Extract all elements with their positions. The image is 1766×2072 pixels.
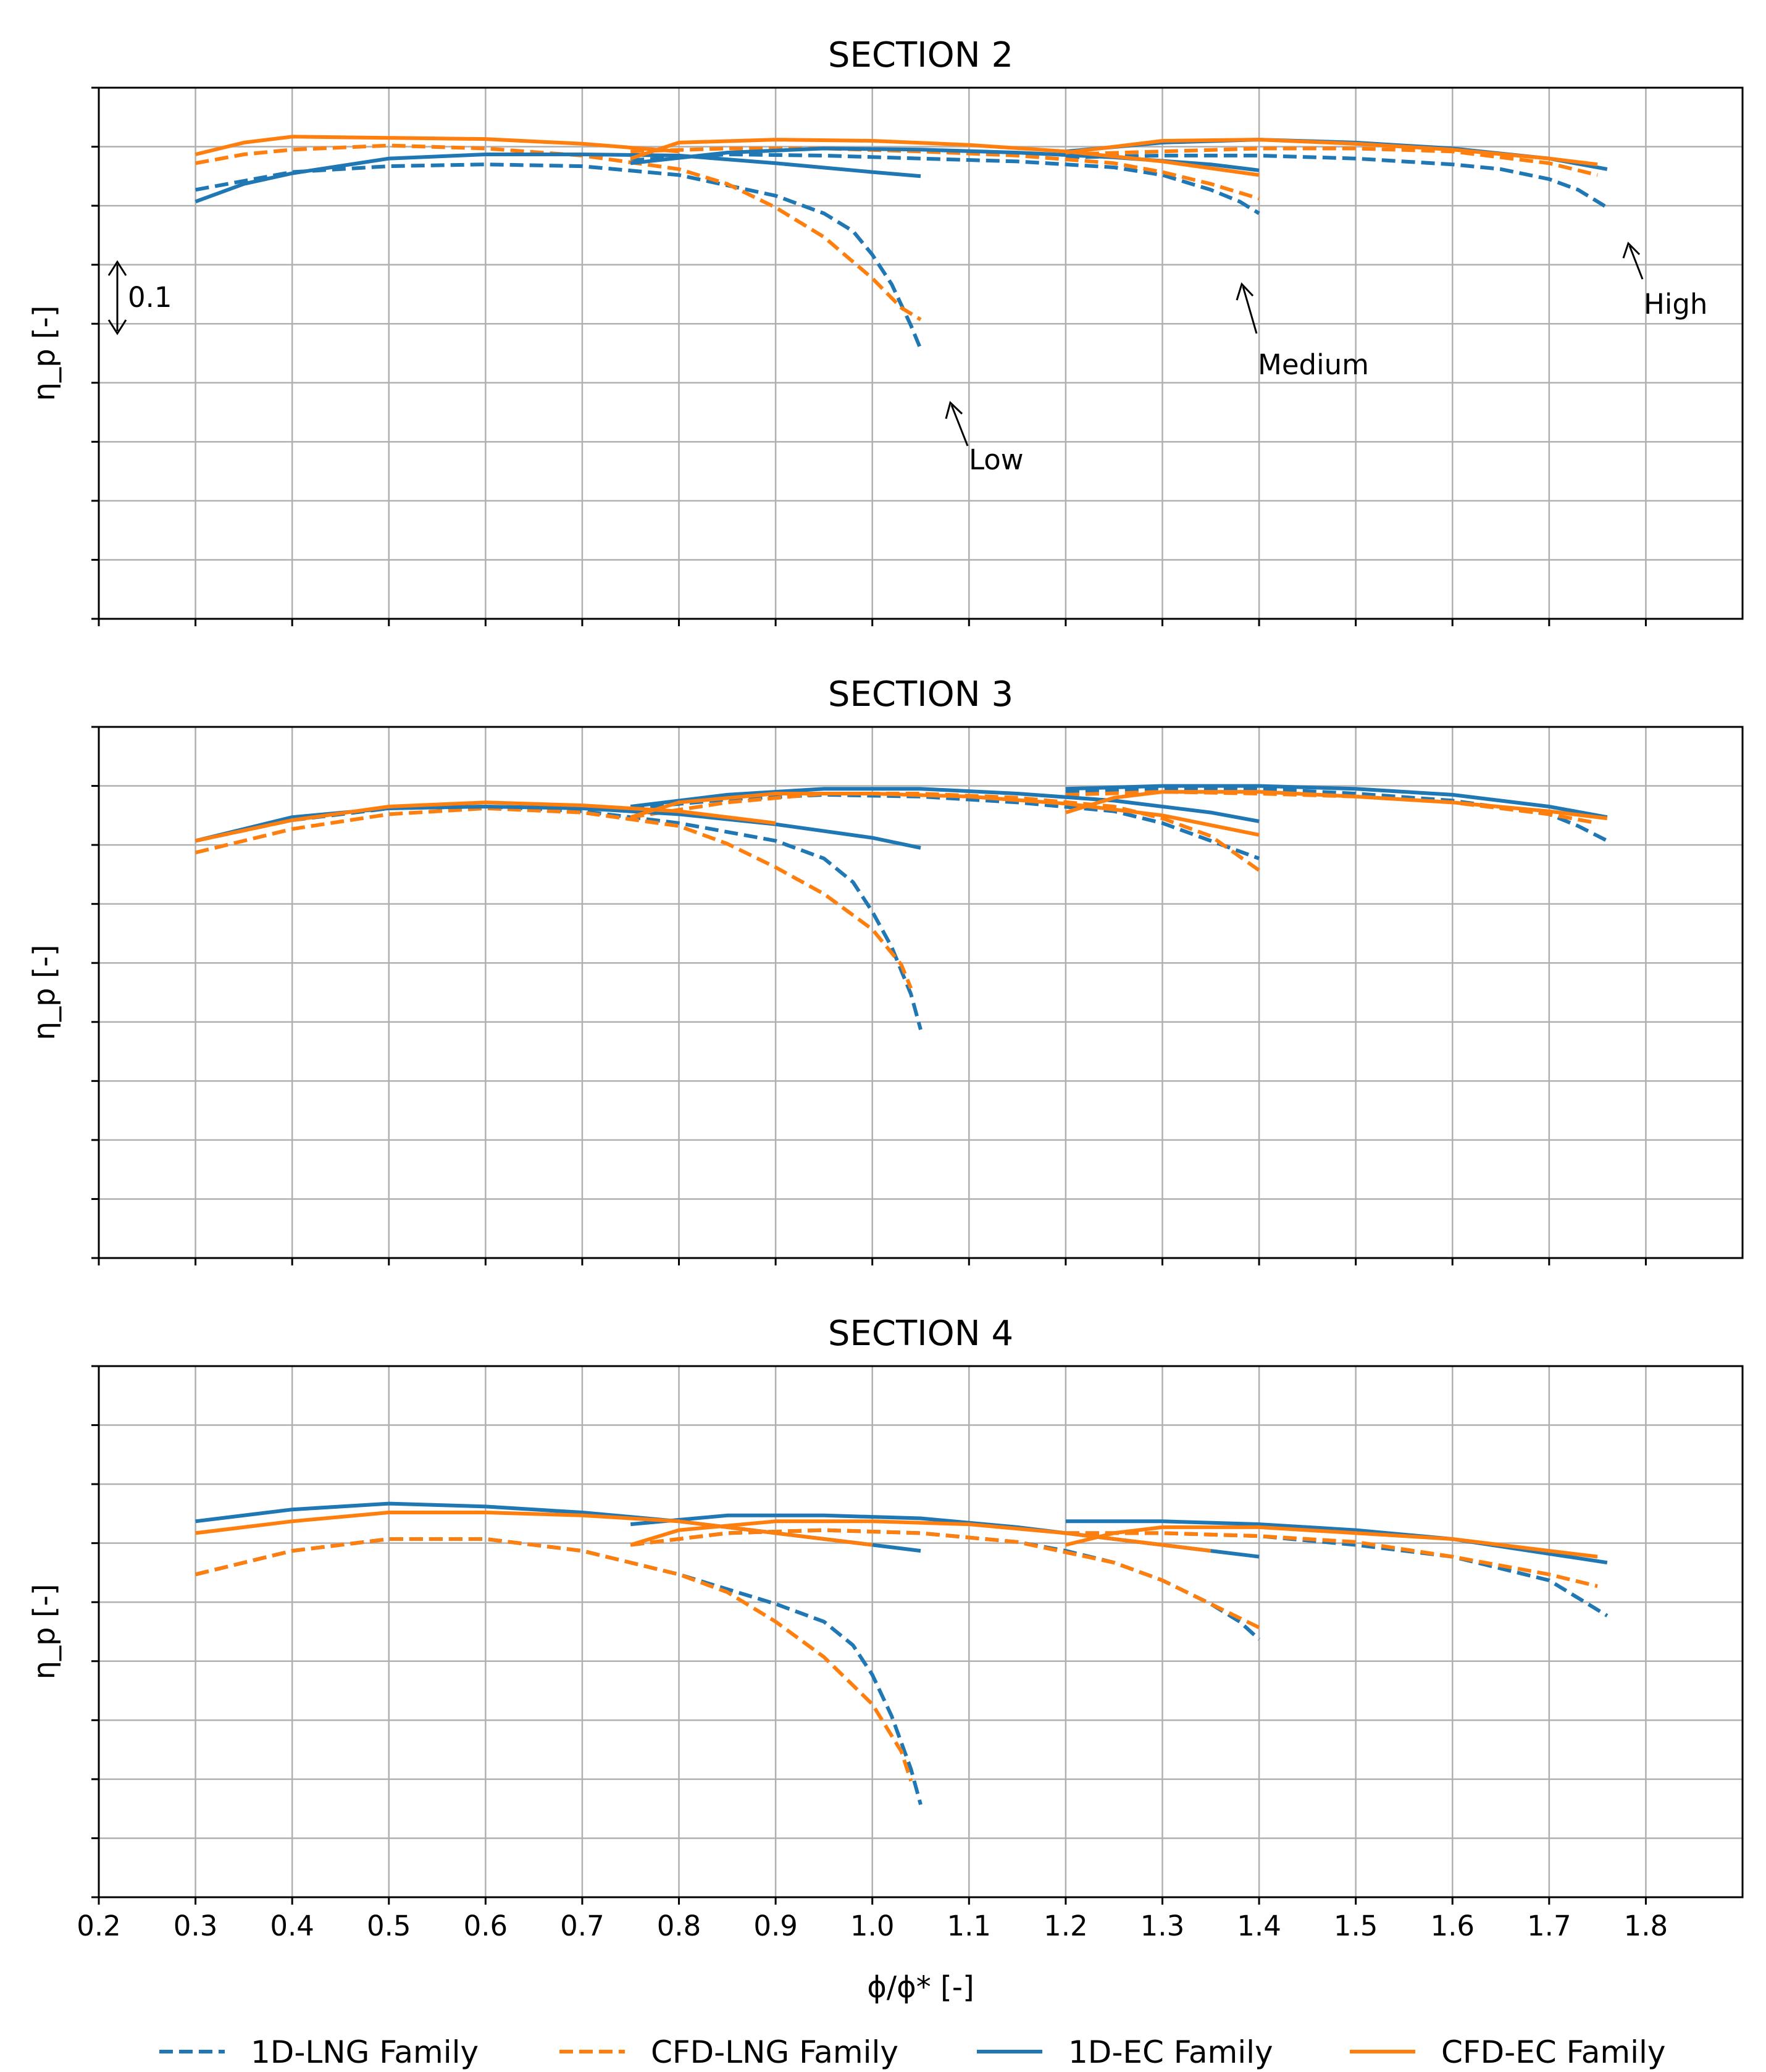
legend-label-1d-lng: 1D-LNG Family: [251, 2034, 479, 2070]
annotation-low-arrowhead: [945, 401, 963, 419]
x-axis-label: ϕ/ϕ* [-]: [867, 1970, 974, 2005]
series-1d-lng-family-low: [195, 805, 923, 1030]
annotation-medium-arrowhead: [1236, 282, 1254, 301]
series-cfd-lng-family-high: [1065, 146, 1598, 177]
y-axis-label: η_p [-]: [27, 1584, 62, 1680]
x-tick-label: 0.2: [77, 1910, 121, 1942]
x-tick-label: 0.6: [464, 1910, 508, 1942]
scale-bar-annotation: 0.1: [107, 260, 172, 335]
legend-label-cfd-ec: CFD-EC Family: [1441, 2034, 1666, 2070]
series-cfd-ec-family-medium: [630, 1519, 1212, 1553]
y-axis-label: η_p [-]: [27, 945, 62, 1041]
series-cfd-ec-family-low: [195, 800, 776, 843]
series-cfd-ec-family-medium: [630, 792, 1260, 837]
x-tick-label: 1.4: [1237, 1910, 1281, 1942]
annotation-low-arrow: [950, 405, 969, 447]
annotation-high-arrowhead: [1622, 241, 1641, 259]
x-tick-label: 0.7: [560, 1910, 605, 1942]
series-1d-ec-family-high: [1065, 784, 1608, 820]
panel-section-3: SECTION 3 η_p [-]: [27, 674, 1744, 1265]
legend-entry-1d-ec: 1D-EC Family: [977, 2034, 1273, 2070]
plot-frame: [98, 86, 1744, 620]
series-cfd-ec-family-medium: [630, 138, 1260, 177]
annotation-high-label: High: [1644, 288, 1707, 321]
legend-label-1d-ec: 1D-EC Family: [1068, 2034, 1273, 2070]
series-cfd-ec-family-high: [1065, 138, 1598, 167]
legend-entry-cfd-ec: CFD-EC Family: [1350, 2034, 1666, 2070]
legend-label-cfd-lng: CFD-LNG Family: [651, 2034, 898, 2070]
x-tick-label: 1.1: [947, 1910, 992, 1942]
series-1d-lng-family-low: [195, 162, 923, 350]
panel-section-2: SECTION 2 η_p [-] 0.1 Low Medium High: [27, 35, 1744, 626]
series-cfd-lng-family-low: [195, 806, 913, 989]
annotation-medium-arrow: [1242, 286, 1258, 334]
plot-frame: [98, 726, 1744, 1259]
legend-entry-cfd-lng: CFD-LNG Family: [559, 2034, 898, 2070]
x-tick-label: 1.7: [1527, 1910, 1571, 1942]
annotation-high-arrow: [1628, 245, 1644, 280]
x-tick-label: 0.3: [174, 1910, 218, 1942]
x-tick-label: 0.8: [657, 1910, 701, 1942]
series-cfd-ec-family-high: [1065, 790, 1608, 821]
series-cfd-ec-family-low: [195, 135, 679, 156]
scale-bar-arrow-bottom: [107, 319, 127, 335]
scale-bar-arrow-top: [107, 260, 127, 276]
series-cfd-lng-family-low: [195, 143, 922, 322]
series-cfd-lng-family-high: [1065, 1531, 1598, 1588]
legend-entry-1d-lng: 1D-LNG Family: [159, 2034, 479, 2070]
legend: 1D-LNG Family CFD-LNG Family 1D-EC Famil…: [159, 2034, 1666, 2070]
series-1d-lng-family-medium: [630, 153, 1260, 216]
plot-frame: [98, 1365, 1744, 1898]
x-tick-label: 1.6: [1430, 1910, 1475, 1942]
panel-title: SECTION 4: [828, 1314, 1013, 1354]
x-tick-label: 1.8: [1624, 1910, 1668, 1942]
series-1d-lng-family-high: [1065, 153, 1609, 209]
x-tick-label: 1.3: [1140, 1910, 1185, 1942]
series-1d-ec-family-low: [195, 153, 921, 204]
scale-bar-label: 0.1: [128, 281, 172, 314]
series-1d-ec-family-medium: [630, 787, 1260, 823]
annotation-low: Low: [945, 401, 1024, 476]
y-axis-label: η_p [-]: [27, 306, 62, 401]
series-cfd-lng-family-medium: [630, 792, 1260, 872]
panel-title: SECTION 2: [828, 35, 1013, 75]
series-1d-lng-family-high: [1065, 787, 1609, 843]
series-cfd-lng-family-medium: [630, 146, 1260, 201]
series-1d-ec-family-high: [1065, 1519, 1608, 1565]
x-tick-label: 1.5: [1334, 1910, 1378, 1942]
annotation-high: High: [1622, 241, 1707, 321]
series-cfd-lng-family-low: [195, 1537, 913, 1782]
panel-title: SECTION 3: [828, 674, 1013, 715]
x-tick-label: 1.0: [850, 1910, 895, 1942]
series-1d-ec-family-medium: [630, 146, 1260, 172]
series-cfd-ec-family-low: [195, 1511, 873, 1547]
series-cfd-ec-family-high: [1065, 1525, 1598, 1559]
annotation-medium: Medium: [1236, 282, 1369, 381]
x-tick-label: 0.4: [270, 1910, 314, 1942]
annotation-medium-label: Medium: [1258, 348, 1369, 381]
series-1d-lng-family-low: [195, 1537, 923, 1805]
x-tick-label: 0.5: [367, 1910, 411, 1942]
annotation-low-label: Low: [969, 443, 1024, 476]
x-tick-label: 0.9: [753, 1910, 798, 1942]
panel-section-4: SECTION 4 η_p [-]: [27, 1314, 1744, 1905]
x-tick-labels: 0.2 0.3 0.4 0.5 0.6 0.7 0.8 0.9 1.0 1.1 1.2 1.3 1.4 1…: [77, 1910, 1668, 1942]
x-tick-label: 1.2: [1044, 1910, 1088, 1942]
